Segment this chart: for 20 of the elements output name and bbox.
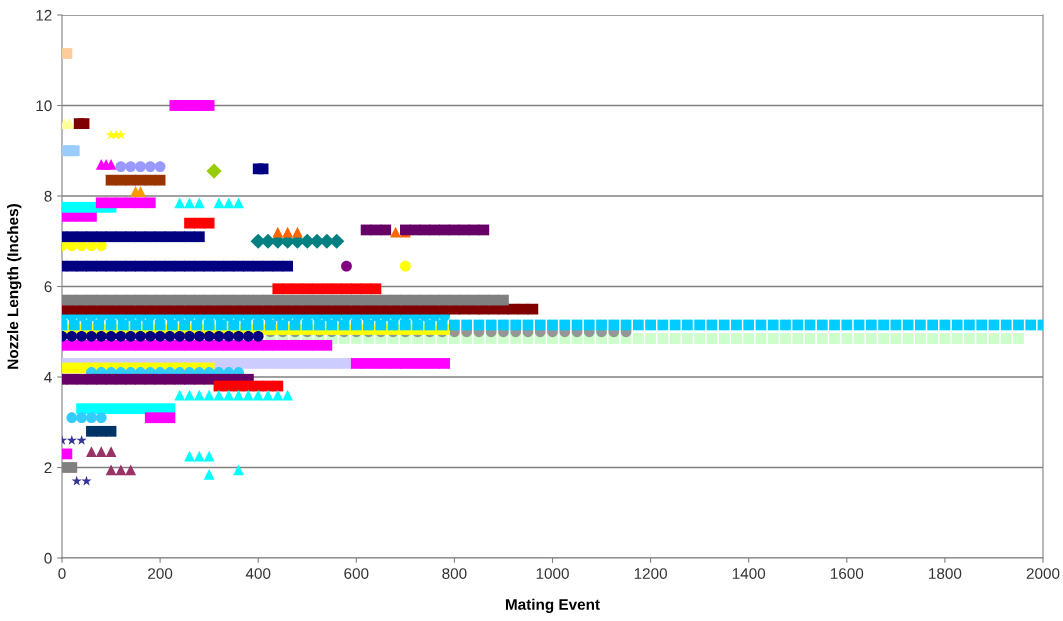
y-tick-label: 4: [44, 372, 52, 383]
x-tick-label: 800: [442, 568, 467, 579]
y-tick-label: 2: [44, 462, 52, 474]
y-tick-label: 12: [36, 9, 52, 21]
y-axis-title: Nozzle Length (Inches): [7, 204, 22, 369]
y-tick-label: 6: [44, 281, 52, 293]
y-tick-label: 8: [44, 190, 52, 202]
x-tick-label: 1800: [929, 568, 962, 579]
x-tick-label: 400: [245, 568, 271, 579]
x-tick-label: 2000: [1026, 568, 1060, 579]
x-tick-label: 1600: [830, 568, 864, 579]
y-tick-label: 0: [44, 552, 52, 564]
x-tick-label: 1200: [634, 568, 667, 579]
y-tick-label: 10: [36, 100, 52, 112]
x-tick-label: 600: [344, 568, 369, 579]
x-axis-title: Mating Event: [505, 598, 600, 613]
x-tick-label: 1000: [536, 568, 569, 579]
x-tick-label: 0: [58, 568, 66, 579]
x-tick-label: 200: [148, 568, 173, 579]
x-tick-label: 1400: [732, 568, 766, 579]
